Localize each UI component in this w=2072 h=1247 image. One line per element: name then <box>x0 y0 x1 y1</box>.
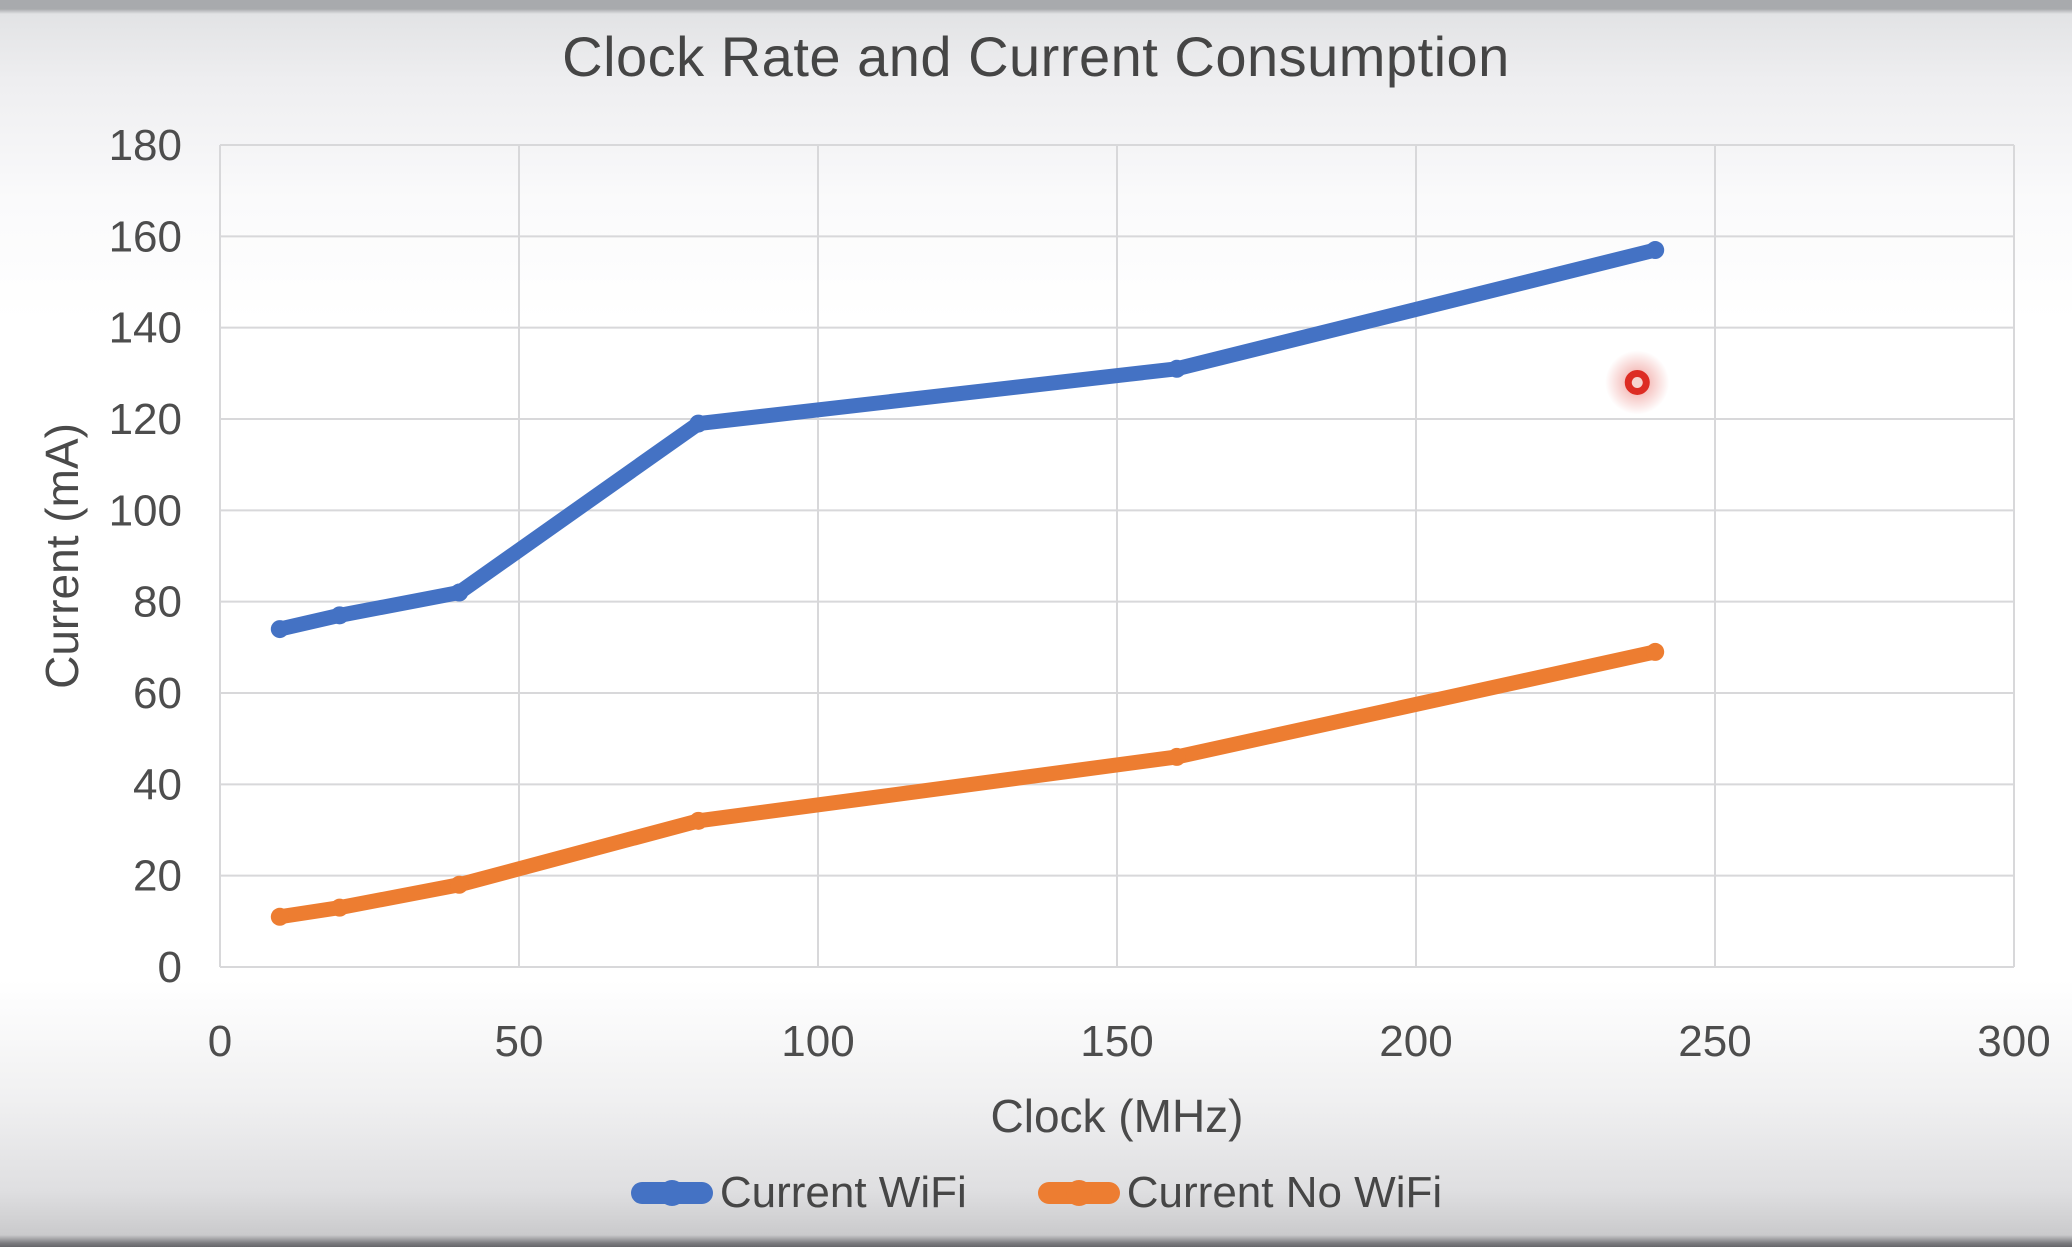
laser-pointer-dot <box>1605 350 1670 415</box>
y-tick-label: 100 <box>109 486 182 535</box>
x-tick-label: 250 <box>1678 1017 1751 1066</box>
laser-ring <box>1624 369 1650 395</box>
x-tick-label: 300 <box>1977 1017 2050 1066</box>
axis-titles: Clock (MHz) Current (mA) <box>36 423 1243 1142</box>
data-point-marker <box>450 583 469 602</box>
data-point-marker <box>1167 747 1186 766</box>
y-tick-label: 140 <box>109 304 182 353</box>
line-series-icon <box>630 1180 713 1206</box>
x-tick-label: 150 <box>1080 1017 1153 1066</box>
x-tick-label: 50 <box>495 1017 544 1066</box>
data-point-marker <box>330 606 349 625</box>
legend: Current WiFi Current No WiFi <box>0 1168 2072 1218</box>
data-point-marker <box>270 907 289 926</box>
y-tick-label: 0 <box>158 943 182 992</box>
legend-label-current-wifi: Current WiFi <box>719 1168 967 1217</box>
chart-title: Clock Rate and Current Consumption <box>562 25 1510 88</box>
y-axis-title: Current (mA) <box>36 423 88 689</box>
legend-item-current-wifi: Current WiFi <box>630 1168 967 1218</box>
y-tick-label: 180 <box>109 121 182 170</box>
data-point-marker <box>1646 642 1665 661</box>
x-tick-label: 100 <box>781 1017 854 1066</box>
data-point-marker <box>1167 359 1186 378</box>
legend-label-current-no-wifi: Current No WiFi <box>1126 1168 1443 1217</box>
legend-item-current-no-wifi: Current No WiFi <box>1037 1168 1442 1218</box>
data-point-marker <box>450 875 469 894</box>
data-point-marker <box>689 811 708 830</box>
axis-tick-labels: 0 50 100 150 200 250 300 0 20 40 60 80 100 120 140 160 1… <box>109 121 2051 1066</box>
data-point-marker <box>689 414 708 433</box>
data-point-marker <box>270 620 289 639</box>
series-lines <box>270 241 1665 926</box>
data-point-marker <box>330 898 349 917</box>
data-point-marker <box>1646 241 1665 260</box>
gridlines <box>219 144 2015 968</box>
y-tick-label: 20 <box>133 852 182 901</box>
x-axis-title: Clock (MHz) <box>991 1090 1244 1142</box>
y-tick-label: 120 <box>109 395 182 444</box>
x-tick-label: 200 <box>1379 1017 1452 1066</box>
line-series-icon <box>1037 1180 1120 1206</box>
y-tick-label: 80 <box>133 578 182 627</box>
series-line-current-no-wifi <box>272 644 1663 925</box>
series-line-current-wifi <box>272 242 1663 637</box>
y-tick-label: 160 <box>109 212 182 261</box>
y-tick-label: 60 <box>133 669 182 718</box>
y-tick-label: 40 <box>133 760 182 809</box>
x-tick-label: 0 <box>208 1017 232 1066</box>
